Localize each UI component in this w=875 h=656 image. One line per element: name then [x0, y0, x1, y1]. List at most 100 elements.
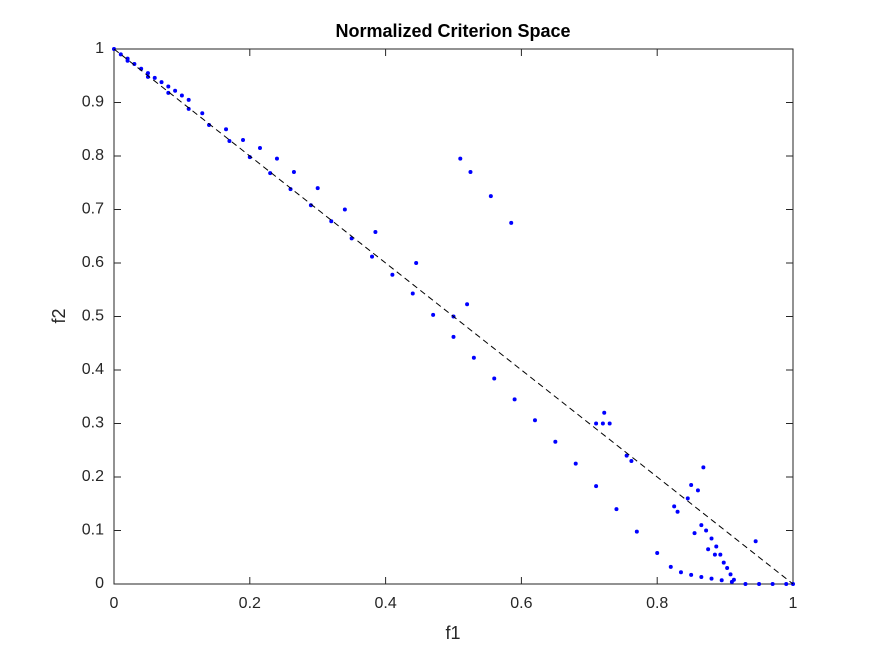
point	[390, 272, 395, 277]
point	[291, 170, 296, 175]
point	[714, 544, 719, 549]
point	[600, 421, 605, 426]
y-tick-label: 0.9	[82, 94, 104, 111]
point	[315, 186, 320, 191]
point	[709, 536, 714, 541]
point	[186, 106, 191, 111]
point	[614, 507, 619, 512]
point	[512, 397, 517, 402]
point	[342, 207, 347, 212]
y-tick-label: 0.1	[82, 522, 104, 539]
point	[471, 355, 476, 360]
point	[689, 483, 694, 488]
point	[668, 564, 673, 569]
point	[594, 484, 599, 489]
point	[166, 90, 171, 95]
point	[268, 171, 273, 176]
y-tick-label: 0.8	[82, 147, 104, 164]
point	[288, 187, 293, 192]
y-tick-label: 0.2	[82, 468, 104, 485]
point	[166, 84, 171, 89]
point	[247, 155, 252, 160]
point	[241, 137, 246, 142]
x-tick-label: 0.6	[510, 595, 532, 612]
point	[458, 156, 463, 161]
point	[159, 80, 164, 85]
point	[655, 550, 660, 555]
point	[532, 418, 537, 423]
point	[451, 334, 456, 339]
point	[692, 531, 697, 536]
point	[186, 97, 191, 102]
point	[152, 75, 157, 80]
point	[132, 61, 137, 66]
point	[709, 576, 714, 581]
point	[699, 523, 704, 528]
x-tick-label: 0.2	[239, 595, 261, 612]
point	[712, 552, 717, 557]
point	[689, 572, 694, 577]
point	[573, 461, 578, 466]
y-tick-label: 0.5	[82, 308, 104, 325]
point	[770, 582, 775, 586]
point	[704, 528, 709, 533]
point	[719, 578, 724, 583]
point	[145, 74, 150, 79]
y-tick-label: 0.4	[82, 361, 104, 378]
y-tick-label: 0	[95, 575, 104, 592]
point	[329, 219, 334, 224]
y-axis-label: f2	[49, 308, 69, 323]
point	[257, 145, 262, 150]
point	[414, 261, 419, 265]
point	[699, 575, 704, 580]
point	[602, 410, 607, 415]
point	[200, 111, 205, 116]
point	[431, 312, 436, 317]
x-tick-label: 0.8	[646, 595, 668, 612]
y-tick-label: 1	[95, 40, 104, 57]
point	[607, 421, 612, 426]
point	[509, 220, 514, 225]
x-axis-label: f1	[445, 623, 460, 643]
reference-line	[113, 48, 794, 585]
point	[207, 122, 212, 127]
y-tick-label: 0.7	[82, 201, 104, 218]
point	[757, 582, 762, 586]
x-tick-label: 1	[789, 595, 798, 612]
point	[373, 229, 378, 234]
point	[488, 194, 493, 199]
point	[370, 254, 375, 259]
x-tick-label: 0.4	[374, 595, 396, 612]
chart-title: Normalized Criterion Space	[335, 21, 570, 41]
point	[629, 458, 634, 463]
point	[308, 203, 313, 208]
point	[675, 509, 680, 514]
point	[634, 529, 639, 534]
point	[468, 170, 473, 175]
y-tick-label: 0.3	[82, 415, 104, 432]
point	[227, 139, 232, 144]
point	[721, 560, 726, 565]
point	[145, 71, 150, 76]
point	[594, 421, 599, 426]
point	[784, 582, 789, 586]
point	[179, 93, 184, 98]
point	[173, 88, 178, 93]
point	[553, 439, 558, 444]
point	[125, 58, 130, 63]
point	[465, 302, 470, 307]
point	[410, 291, 415, 296]
point	[731, 577, 736, 582]
point	[224, 127, 229, 132]
point	[678, 570, 683, 575]
point	[718, 552, 723, 557]
point	[274, 156, 279, 161]
point	[624, 453, 629, 458]
point	[701, 465, 706, 470]
point	[753, 539, 758, 544]
point	[725, 565, 730, 570]
point	[728, 572, 733, 577]
x-tick-label: 0	[110, 595, 119, 612]
